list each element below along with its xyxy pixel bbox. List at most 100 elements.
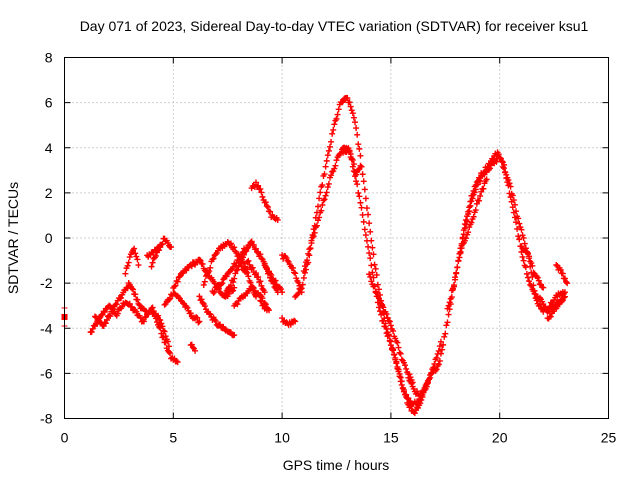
data-point	[318, 207, 325, 214]
data-point	[462, 235, 469, 242]
data-point	[313, 222, 320, 229]
data-point	[476, 177, 483, 184]
data-point	[528, 260, 535, 267]
data-point	[406, 377, 413, 384]
data-point	[372, 289, 379, 296]
data-point	[161, 328, 168, 335]
data-point	[165, 348, 172, 355]
data-point	[359, 211, 366, 218]
data-point	[262, 199, 269, 206]
data-point	[418, 392, 425, 399]
data-point	[415, 404, 422, 411]
data-point	[348, 107, 355, 114]
data-point	[252, 270, 259, 277]
data-point	[424, 380, 431, 387]
data-point	[157, 317, 164, 324]
data-points	[87, 94, 571, 417]
data-point	[480, 185, 487, 192]
data-point	[236, 259, 243, 266]
y-tick-label: 4	[45, 140, 53, 156]
data-point	[168, 244, 175, 251]
data-point	[515, 215, 522, 222]
data-point	[477, 193, 484, 200]
data-point	[207, 264, 214, 271]
data-point	[118, 294, 125, 301]
data-point	[457, 248, 464, 255]
data-point	[173, 277, 180, 284]
data-point	[316, 195, 323, 202]
data-point	[420, 388, 427, 395]
data-point	[201, 278, 208, 285]
data-point	[134, 296, 141, 303]
data-point	[540, 284, 547, 291]
x-tick-label: 15	[383, 430, 399, 446]
data-point	[397, 374, 404, 381]
y-axis-ticks: -8 -6 -4 -2 0 2 4 6 8	[40, 50, 609, 427]
data-point	[498, 158, 505, 165]
data-point	[247, 279, 254, 286]
plot-frame	[64, 57, 609, 419]
data-point	[441, 333, 448, 340]
data-point	[279, 315, 286, 322]
x-tick-label: 10	[274, 430, 290, 446]
data-point	[526, 278, 533, 285]
data-point	[436, 343, 443, 350]
data-point	[333, 157, 340, 164]
data-point	[365, 243, 372, 250]
data-point	[101, 309, 108, 316]
data-point	[383, 311, 390, 318]
data-point	[230, 279, 237, 286]
data-point	[357, 199, 364, 206]
data-point	[245, 273, 252, 280]
data-point	[319, 201, 326, 208]
data-point	[264, 204, 271, 211]
data-point	[434, 350, 441, 357]
data-point	[310, 233, 317, 240]
data-point	[346, 99, 353, 106]
data-point	[380, 304, 387, 311]
data-point	[355, 189, 362, 196]
data-point	[378, 300, 385, 307]
data-point	[472, 186, 479, 193]
data-point	[329, 130, 336, 137]
data-point	[440, 341, 447, 348]
data-point	[238, 262, 245, 269]
data-point	[102, 320, 109, 327]
data-point	[366, 220, 373, 227]
data-point	[197, 257, 204, 264]
data-point	[331, 165, 338, 172]
data-point	[132, 250, 139, 257]
data-point	[295, 279, 302, 286]
data-point	[366, 250, 373, 257]
data-point	[241, 251, 248, 258]
data-point	[333, 115, 340, 122]
data-point	[472, 207, 479, 214]
data-point	[258, 298, 265, 305]
data-point	[360, 178, 367, 185]
data-point	[184, 304, 191, 311]
data-point	[291, 269, 298, 276]
data-point	[356, 145, 363, 152]
data-point	[471, 189, 478, 196]
y-tick-label: 6	[45, 95, 53, 111]
data-point	[347, 151, 354, 158]
data-point	[158, 330, 165, 337]
data-point	[350, 161, 357, 168]
data-point	[518, 226, 525, 233]
data-point	[284, 257, 291, 264]
data-point	[560, 294, 567, 301]
data-point	[513, 208, 520, 215]
data-point	[365, 211, 372, 218]
data-point	[395, 344, 402, 351]
data-point	[135, 262, 142, 269]
x-tick-label: 25	[601, 430, 617, 446]
data-point	[520, 234, 527, 241]
data-point	[502, 168, 509, 175]
data-point	[107, 303, 114, 310]
data-point	[328, 172, 335, 179]
data-point	[435, 347, 442, 354]
data-point	[173, 358, 180, 365]
data-point	[563, 278, 570, 285]
data-point	[473, 200, 480, 207]
data-point	[158, 241, 165, 248]
